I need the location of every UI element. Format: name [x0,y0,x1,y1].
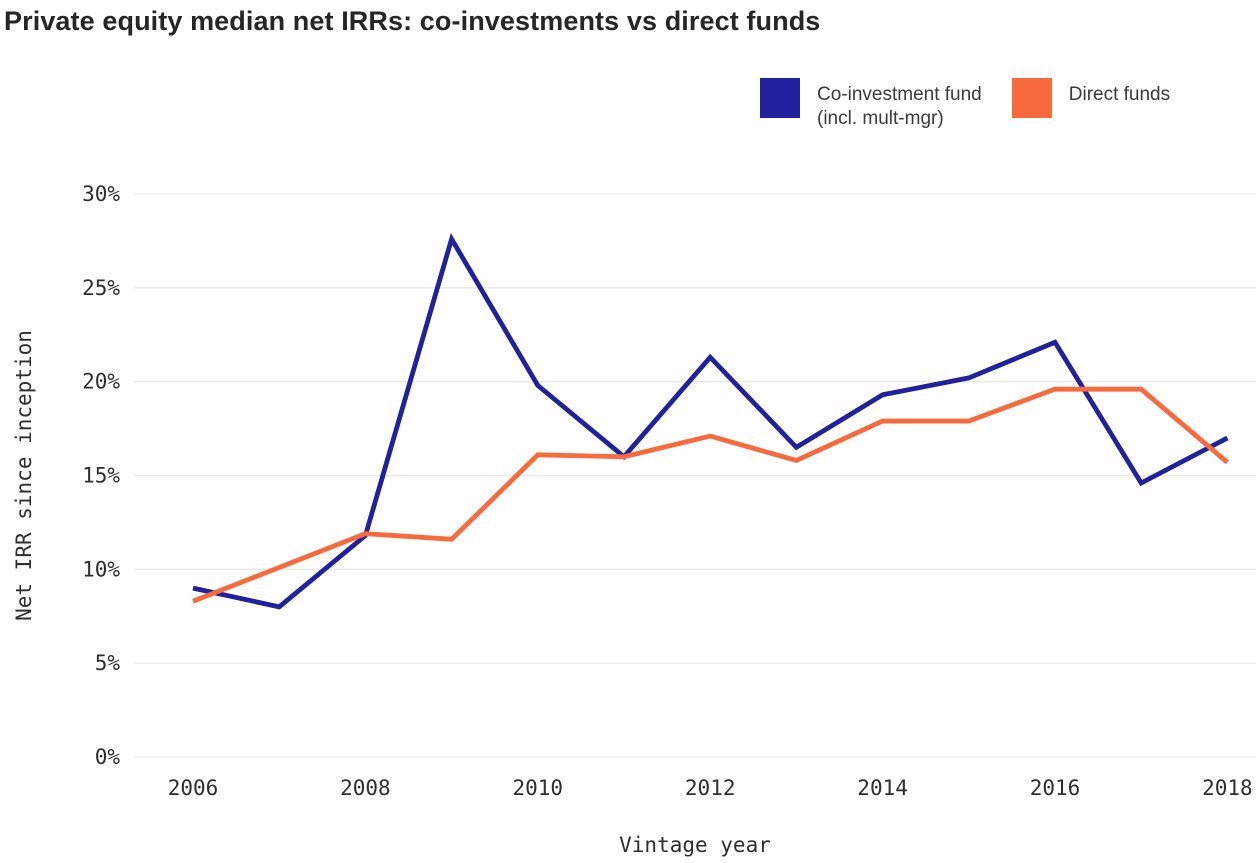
legend-label-line-1: Direct funds [1068,84,1171,105]
y-axis-title: Net IRR since inception [12,330,36,621]
x-tick-label-2008: 2008 [340,776,391,800]
y-tick-label-5: 5% [95,651,121,675]
y-tick-label-15: 15% [82,464,120,488]
legend-label-direct-funds: Direct funds [1069,83,1170,107]
y-tick-label-10: 10% [82,557,120,581]
legend-item-coinvestment-fund: Co-investment fund (incl. mult-mgr) [760,78,982,131]
x-tick-label-2006: 2006 [168,776,219,800]
x-tick-label-2014: 2014 [857,776,908,800]
coinvestment-fund-swatch-icon [760,78,800,118]
x-tick-label-2010: 2010 [513,776,564,800]
legend-label-line-1: Co-investment fund [817,84,982,105]
legend-label-line-2: (incl. mult-mgr) [817,108,944,129]
x-tick-label-2016: 2016 [1030,776,1081,800]
legend-item-direct-funds: Direct funds [1011,78,1170,118]
x-tick-label-2018: 2018 [1202,776,1253,800]
y-tick-label-0: 0% [95,745,121,769]
series-line-direct-funds [192,386,1229,604]
series-line-coinvestment-fund [192,233,1229,610]
direct-funds-swatch-icon [1011,78,1052,118]
legend-label-coinvestment-fund: Co-investment fund (incl. mult-mgr) [817,83,982,131]
y-tick-label-20: 20% [82,370,120,394]
x-axis-title: Vintage year [619,833,771,857]
chart-title: Private equity median net IRRs: co-inves… [4,6,821,36]
y-tick-label-30: 30% [82,182,120,206]
x-tick-label-2012: 2012 [685,776,736,800]
legend: Co-investment fund (incl. mult-mgr) Dire… [760,78,1170,131]
y-tick-label-25: 25% [82,276,120,300]
